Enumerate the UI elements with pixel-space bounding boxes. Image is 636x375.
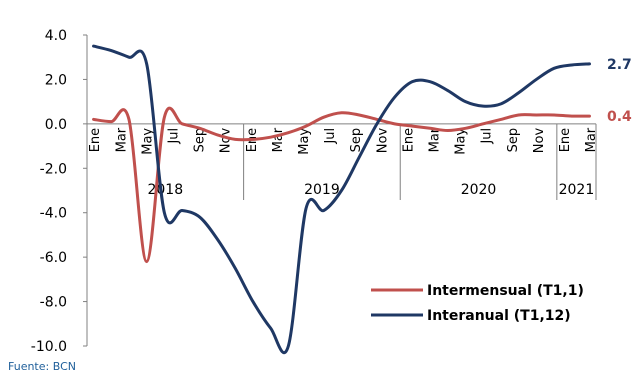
x-month-label: Ene (558, 128, 573, 152)
x-month-label: Mar (428, 127, 443, 152)
x-year-label: 2021 (559, 182, 595, 198)
y-tick-label: -8.0 (40, 295, 67, 311)
end-label-intermensual: 0.4 (607, 109, 632, 125)
x-year-label: 2018 (147, 182, 183, 198)
x-month-label: Jul (166, 128, 181, 145)
x-month-label: Nov (219, 128, 234, 154)
series-line-interanual (92, 44, 591, 355)
y-tick-label: -6.0 (40, 250, 67, 266)
end-label-interanual: 2.7 (607, 57, 632, 73)
y-axis: 4.0 2.0 0.0 -2.0 -4.0 -6.0 -8.0 -10.0 (31, 28, 88, 355)
legend-label: Intermensual (T1,1) (427, 283, 584, 299)
x-month-label: Sep (506, 128, 521, 153)
x-month-label: May (297, 128, 312, 155)
series-end-labels: 0.4 2.7 (607, 57, 632, 125)
legend-label: Interanual (T1,12) (427, 308, 571, 324)
x-month-label: Ene (88, 128, 103, 152)
y-tick-label: -4.0 (40, 206, 67, 222)
x-month-label: Jul (323, 128, 338, 145)
x-month-label: May (454, 128, 469, 155)
x-month-label: Mar (271, 127, 286, 152)
x-month-label: May (140, 128, 155, 155)
series-line-intermensual (92, 106, 591, 264)
y-tick-label: 4.0 (45, 28, 67, 44)
legend: Intermensual (T1,1) Interanual (T1,12) (371, 283, 584, 324)
x-month-label: Sep (349, 128, 364, 153)
x-year-label: 2019 (304, 182, 340, 198)
x-month-label: Mar (584, 127, 599, 152)
x-month-label: Jul (480, 128, 495, 145)
x-month-label: Mar (114, 127, 129, 152)
x-month-label: Nov (375, 128, 390, 154)
y-tick-label: -10.0 (31, 339, 67, 355)
y-tick-label: -2.0 (40, 161, 67, 177)
series-lines (92, 44, 591, 355)
y-tick-label: 0.0 (45, 117, 67, 133)
x-month-label: Nov (532, 128, 547, 154)
x-month-label: Sep (193, 128, 208, 153)
y-tick-label: 2.0 (45, 72, 67, 88)
x-year-label: 2020 (461, 182, 497, 198)
x-month-label: Ene (401, 128, 416, 152)
source-note: Fuente: BCN (8, 360, 76, 373)
